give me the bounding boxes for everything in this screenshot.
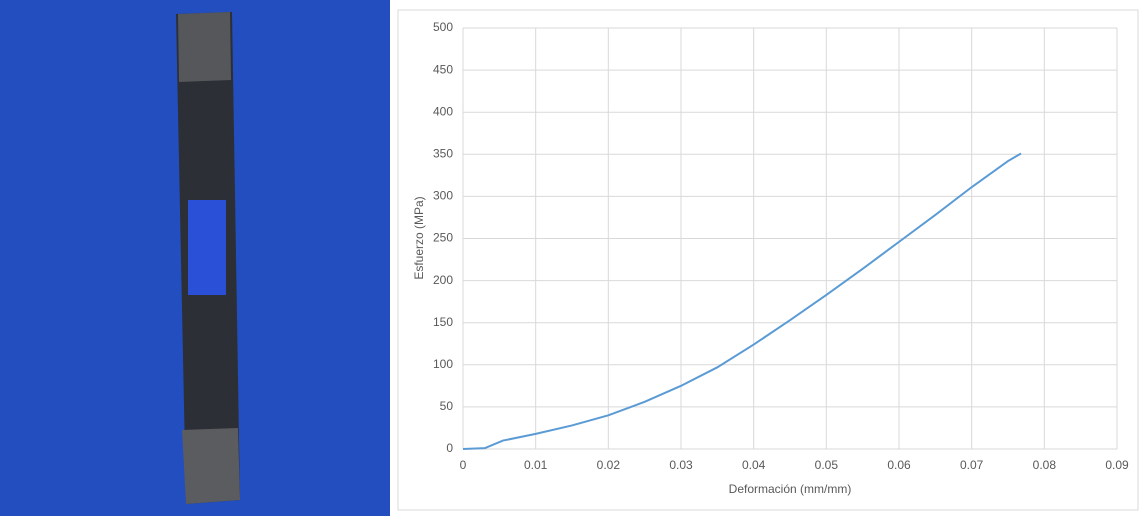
y-tick-label: 250 bbox=[433, 231, 453, 245]
y-tick-label: 300 bbox=[433, 189, 453, 203]
y-tick-label: 100 bbox=[433, 357, 453, 371]
specimen-grip bbox=[178, 12, 231, 82]
x-tick-label: 0.01 bbox=[524, 458, 548, 472]
y-tick-label: 0 bbox=[446, 441, 453, 455]
y-tick-label: 400 bbox=[433, 104, 453, 118]
x-tick-label: 0.06 bbox=[887, 458, 911, 472]
y-tick-label: 450 bbox=[433, 62, 453, 76]
x-tick-label: 0.08 bbox=[1033, 458, 1057, 472]
x-tick-label: 0.04 bbox=[742, 458, 766, 472]
x-tick-label: 0.05 bbox=[815, 458, 839, 472]
tape-label bbox=[188, 200, 226, 295]
x-tick-label: 0.07 bbox=[960, 458, 984, 472]
y-tick-label: 200 bbox=[433, 273, 453, 287]
x-tick-label: 0.03 bbox=[669, 458, 693, 472]
y-axis-title: Esfuerzo (MPa) bbox=[412, 196, 426, 279]
x-axis-title: Deformación (mm/mm) bbox=[729, 482, 852, 496]
chart-area bbox=[397, 9, 1139, 511]
x-tick-label: 0.02 bbox=[597, 458, 621, 472]
specimen-grip bbox=[182, 428, 240, 504]
y-tick-label: 500 bbox=[433, 20, 453, 34]
specimen-photo bbox=[0, 0, 390, 516]
y-tick-label: 50 bbox=[440, 399, 454, 413]
x-tick-label: 0 bbox=[460, 458, 467, 472]
data-line bbox=[462, 152, 1022, 450]
x-tick-label: 0.09 bbox=[1105, 458, 1129, 472]
y-tick-label: 350 bbox=[433, 146, 453, 160]
y-tick-label: 150 bbox=[433, 315, 453, 329]
